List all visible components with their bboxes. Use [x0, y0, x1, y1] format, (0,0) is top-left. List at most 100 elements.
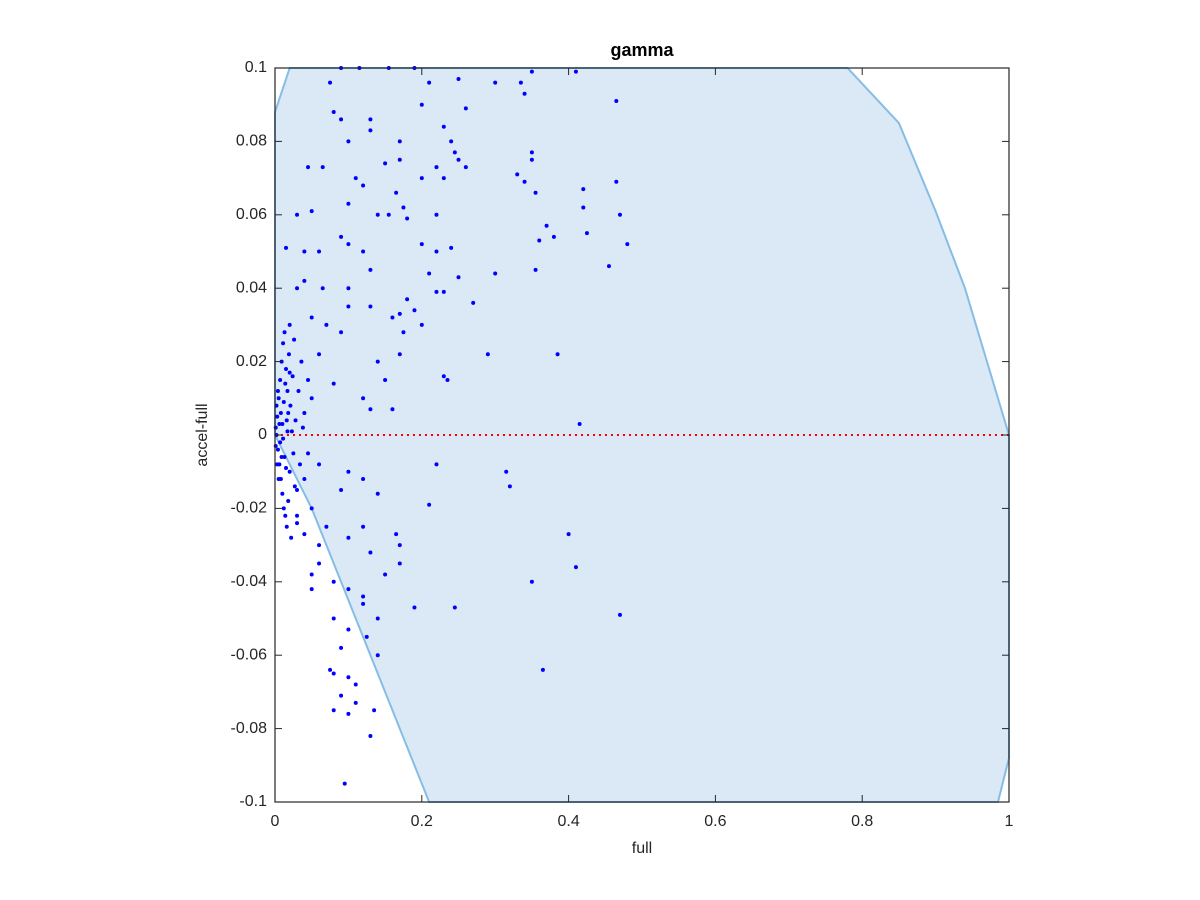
point: [606, 264, 611, 269]
point: [533, 267, 538, 272]
point: [573, 565, 578, 570]
point: [529, 579, 534, 584]
point: [280, 421, 285, 426]
point: [617, 612, 622, 617]
point: [285, 388, 290, 393]
point: [309, 572, 314, 577]
point: [286, 352, 291, 357]
point: [339, 330, 344, 335]
point: [331, 616, 336, 621]
point: [386, 212, 391, 217]
point: [434, 212, 439, 217]
y-tick-label: 0.02: [236, 353, 267, 370]
x-tick-label: 0.8: [851, 813, 873, 830]
point: [368, 733, 373, 738]
chart-title: gamma: [610, 40, 674, 60]
x-axis-label: full: [632, 840, 652, 857]
point: [353, 682, 358, 687]
point: [485, 352, 490, 357]
point: [375, 212, 380, 217]
point: [281, 436, 286, 441]
y-tick-label: 0.06: [236, 206, 267, 223]
point: [533, 190, 538, 195]
point: [346, 286, 351, 291]
point: [295, 488, 300, 493]
point: [309, 506, 314, 511]
point: [364, 634, 369, 639]
point: [291, 451, 296, 456]
point: [331, 671, 336, 676]
point: [427, 80, 432, 85]
point: [317, 462, 322, 467]
point: [309, 587, 314, 592]
point: [324, 524, 329, 529]
point: [405, 297, 410, 302]
point: [372, 708, 377, 713]
point: [361, 524, 366, 529]
point: [346, 587, 351, 592]
point: [306, 451, 311, 456]
point: [463, 165, 468, 170]
point: [368, 128, 373, 133]
point: [397, 157, 402, 162]
point: [292, 484, 297, 489]
point: [375, 653, 380, 658]
point: [434, 462, 439, 467]
point: [368, 304, 373, 309]
point: [361, 477, 366, 482]
point: [284, 366, 289, 371]
point: [456, 275, 461, 280]
point: [324, 322, 329, 327]
point: [555, 352, 560, 357]
point: [394, 190, 399, 195]
point: [456, 157, 461, 162]
point: [295, 513, 300, 518]
point: [390, 315, 395, 320]
point: [397, 311, 402, 316]
point: [302, 278, 307, 283]
point: [452, 605, 457, 610]
point: [284, 418, 289, 423]
point: [361, 249, 366, 254]
y-tick-label: 0: [258, 426, 267, 443]
point: [286, 499, 291, 504]
point: [434, 249, 439, 254]
point: [361, 601, 366, 606]
point: [401, 330, 406, 335]
point: [276, 396, 281, 401]
point: [456, 77, 461, 82]
x-tick-label: 1: [1005, 813, 1014, 830]
point: [375, 491, 380, 496]
point: [540, 667, 545, 672]
point: [617, 212, 622, 217]
point: [317, 543, 322, 548]
point: [412, 605, 417, 610]
y-tick-label: 0.08: [236, 133, 267, 150]
point: [368, 550, 373, 555]
point: [346, 469, 351, 474]
point: [581, 187, 586, 192]
point: [427, 271, 432, 276]
point: [614, 99, 619, 104]
point: [361, 183, 366, 188]
point: [275, 388, 280, 393]
point: [281, 399, 286, 404]
point: [297, 462, 302, 467]
point: [361, 396, 366, 401]
point: [309, 315, 314, 320]
point: [346, 711, 351, 716]
y-tick-label: -0.1: [239, 793, 267, 810]
point: [331, 708, 336, 713]
point: [282, 330, 287, 335]
point: [419, 102, 424, 107]
point: [434, 165, 439, 170]
point: [296, 388, 301, 393]
point: [419, 176, 424, 181]
point: [302, 532, 307, 537]
point: [306, 165, 311, 170]
point: [284, 524, 289, 529]
point: [339, 645, 344, 650]
point: [283, 381, 288, 386]
point: [573, 69, 578, 74]
